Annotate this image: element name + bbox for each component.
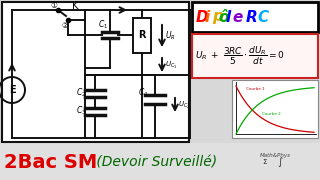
Text: l: l bbox=[226, 10, 231, 24]
Text: $\int$: $\int$ bbox=[277, 155, 283, 169]
Text: i: i bbox=[204, 10, 210, 24]
Bar bbox=[0, 143, 320, 180]
Text: (Devoir Surveillé): (Devoir Surveillé) bbox=[92, 155, 217, 169]
Text: e: e bbox=[232, 10, 242, 24]
Bar bbox=[192, 2, 318, 32]
Text: $U_{C_1}$: $U_{C_1}$ bbox=[165, 59, 177, 71]
Text: ①: ① bbox=[51, 1, 57, 10]
Text: $\Sigma$: $\Sigma$ bbox=[262, 158, 268, 166]
Text: $C_2$: $C_2$ bbox=[76, 87, 86, 99]
Text: ô: ô bbox=[218, 10, 228, 24]
Bar bbox=[192, 34, 318, 78]
Text: p: p bbox=[212, 10, 223, 24]
Text: Math&Phys: Math&Phys bbox=[260, 152, 291, 158]
Text: D: D bbox=[196, 10, 209, 24]
Text: $U_R\ +\ \dfrac{3RC}{5}\cdot\dfrac{dU_R}{dt}=0$: $U_R\ +\ \dfrac{3RC}{5}\cdot\dfrac{dU_R}… bbox=[195, 45, 285, 67]
Bar bbox=[2, 2, 189, 142]
Text: E: E bbox=[9, 85, 15, 95]
Text: $U_{C_2}$: $U_{C_2}$ bbox=[178, 100, 190, 111]
Text: Courbe 2: Courbe 2 bbox=[262, 112, 281, 116]
Text: $C_1$: $C_1$ bbox=[98, 19, 108, 31]
Bar bbox=[232, 80, 318, 138]
Text: K: K bbox=[72, 1, 78, 11]
Text: ②: ② bbox=[61, 21, 68, 30]
Text: R: R bbox=[246, 10, 258, 24]
Text: 2Bac SM: 2Bac SM bbox=[4, 152, 97, 172]
Bar bbox=[133, 18, 151, 53]
Text: $U_R$: $U_R$ bbox=[165, 30, 176, 42]
Text: Courbe 1: Courbe 1 bbox=[246, 87, 265, 91]
Text: R: R bbox=[138, 30, 146, 40]
Text: C: C bbox=[257, 10, 268, 24]
Text: $C_4$: $C_4$ bbox=[138, 87, 148, 99]
Text: $C_3$: $C_3$ bbox=[76, 105, 86, 117]
